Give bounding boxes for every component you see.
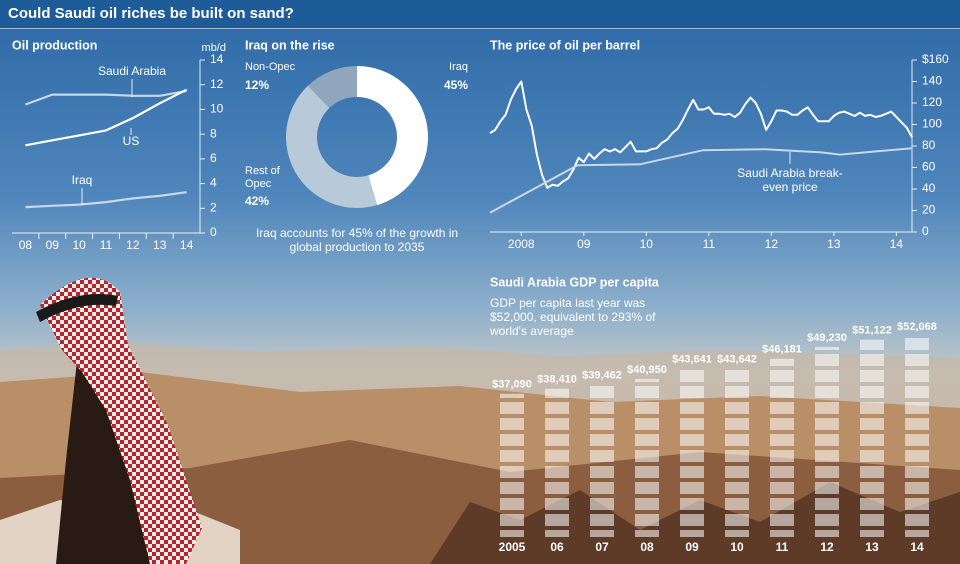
slice-label: Rest of Opec — [245, 165, 280, 190]
y-tick-label: $160 — [922, 52, 949, 66]
bar-value-label: $52,068 — [897, 321, 937, 333]
bar — [905, 336, 929, 537]
pie-slice — [357, 66, 429, 206]
bar — [725, 368, 749, 537]
series-line — [25, 88, 188, 147]
series-line — [489, 147, 913, 214]
y-tick-label: 10 — [210, 102, 224, 116]
bar — [770, 358, 794, 537]
bar — [680, 368, 704, 537]
chart-subtitle: GDP per capita last year was $52,000, eq… — [490, 296, 656, 338]
x-tick-label: 11 — [703, 237, 716, 251]
bar-value-label: $43,642 — [717, 353, 757, 365]
y-tick-label: 80 — [922, 138, 936, 152]
slice-value: 12% — [245, 78, 270, 92]
y-tick-label: 14 — [210, 52, 224, 66]
x-tick-label: 08 — [19, 238, 33, 252]
series-line — [489, 80, 913, 189]
x-tick-label: 12 — [765, 237, 779, 251]
y-tick-label: 40 — [922, 181, 936, 195]
bar-value-label: $51,122 — [852, 325, 892, 337]
page-title: Could Saudi oil riches be built on sand? — [8, 5, 294, 22]
unit-label: mb/d — [202, 42, 226, 54]
y-tick-label: 20 — [922, 203, 936, 217]
x-tick-label: 2005 — [499, 540, 526, 554]
bar — [500, 393, 524, 537]
series-line — [25, 89, 187, 106]
chart-title: The price of oil per barrel — [490, 38, 640, 52]
bar-value-label: $37,090 — [492, 379, 532, 391]
bar-value-label: $38,410 — [537, 374, 577, 386]
y-tick-label: 6 — [210, 151, 217, 165]
person-agal — [36, 294, 118, 322]
bar-value-label: $39,462 — [582, 370, 622, 382]
x-tick-label: 08 — [640, 540, 654, 554]
person-headscarf — [40, 277, 202, 564]
x-tick-label: 11 — [100, 238, 113, 252]
bar-value-label: $46,181 — [762, 344, 802, 356]
bar-value-label: $40,950 — [627, 364, 667, 376]
bar — [590, 384, 614, 537]
x-tick-label: 2008 — [508, 237, 535, 251]
bar-value-label: $49,230 — [807, 332, 847, 344]
pie-annotation: Iraq accounts for 45% of the growth in g… — [255, 226, 459, 254]
person-body — [56, 352, 162, 564]
x-tick-label: 12 — [820, 540, 834, 554]
slice-label: Iraq — [449, 61, 468, 73]
x-tick-label: 11 — [776, 540, 789, 554]
x-tick-label: 09 — [577, 237, 591, 251]
chart-title: Iraq on the rise — [245, 38, 335, 52]
bar — [860, 339, 884, 537]
y-tick-label: 12 — [210, 77, 224, 91]
y-tick-label: 0 — [922, 224, 929, 238]
slice-value: 42% — [245, 194, 270, 208]
x-tick-label: 10 — [72, 238, 86, 252]
bar — [815, 346, 839, 537]
x-tick-label: 09 — [46, 238, 60, 252]
x-tick-label: 07 — [595, 540, 609, 554]
series-label: Iraq — [72, 173, 93, 187]
x-tick-label: 10 — [730, 540, 744, 554]
chart-title: Oil production — [12, 38, 97, 52]
x-tick-label: 12 — [126, 238, 140, 252]
x-tick-label: 13 — [153, 238, 167, 252]
x-tick-label: 13 — [865, 540, 879, 554]
x-tick-label: 09 — [685, 540, 699, 554]
pie-slice — [286, 85, 378, 209]
x-tick-label: 14 — [890, 237, 904, 251]
bar — [545, 388, 569, 537]
y-tick-label: 120 — [922, 95, 942, 109]
x-tick-label: 14 — [910, 540, 924, 554]
x-tick-label: 13 — [827, 237, 841, 251]
pie-slice — [308, 66, 357, 109]
chart-title: Saudi Arabia GDP per capita — [490, 275, 660, 289]
y-tick-label: 8 — [210, 126, 217, 140]
bar-value-label: $43,641 — [672, 353, 712, 365]
x-tick-label: 06 — [550, 540, 564, 554]
series-label: Saudi Arabia — [98, 64, 166, 78]
header-bar — [0, 0, 960, 28]
series-label: Saudi Arabia break-even price — [737, 166, 843, 194]
slice-label: Non-Opec — [245, 61, 296, 73]
series-line — [25, 191, 187, 209]
slice-value: 45% — [443, 78, 468, 92]
y-tick-label: 140 — [922, 74, 942, 88]
y-tick-label: 0 — [210, 225, 217, 239]
x-tick-label: 14 — [180, 238, 194, 252]
y-tick-label: 4 — [210, 176, 217, 190]
y-tick-label: 60 — [922, 160, 936, 174]
series-label: US — [123, 134, 140, 148]
y-tick-label: 2 — [210, 200, 217, 214]
x-tick-label: 10 — [640, 237, 654, 251]
bar — [635, 378, 659, 537]
y-tick-label: 100 — [922, 117, 942, 131]
